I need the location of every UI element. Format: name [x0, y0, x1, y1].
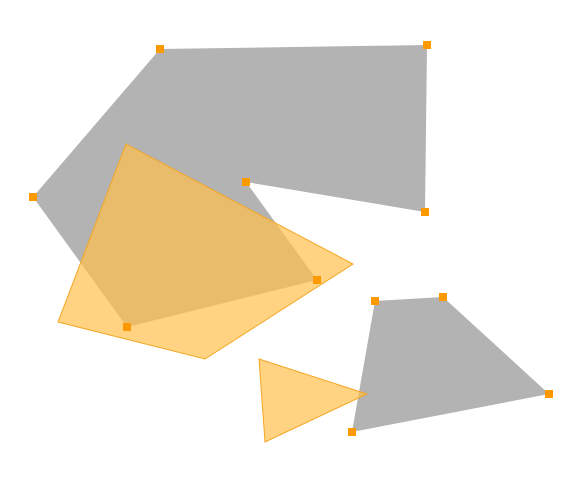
grey-polygon-quad[interactable]: [352, 297, 549, 432]
vertex-handle[interactable]: [29, 193, 37, 201]
vertex-handle[interactable]: [123, 323, 131, 331]
vertex-handle[interactable]: [421, 208, 429, 216]
vertex-handle[interactable]: [242, 178, 250, 186]
vertex-handle[interactable]: [423, 41, 431, 49]
vertex-handle[interactable]: [439, 293, 447, 301]
vertex-handle[interactable]: [156, 45, 164, 53]
orange-triangle[interactable]: [258, 358, 369, 443]
vertex-handle[interactable]: [313, 276, 321, 284]
orange-quad[interactable]: [57, 143, 354, 360]
vertex-handle[interactable]: [348, 428, 356, 436]
vertex-handle[interactable]: [371, 297, 379, 305]
vertex-handles-layer: [29, 41, 553, 436]
vertex-handle[interactable]: [545, 390, 553, 398]
orange-polygons-layer: [57, 143, 369, 443]
